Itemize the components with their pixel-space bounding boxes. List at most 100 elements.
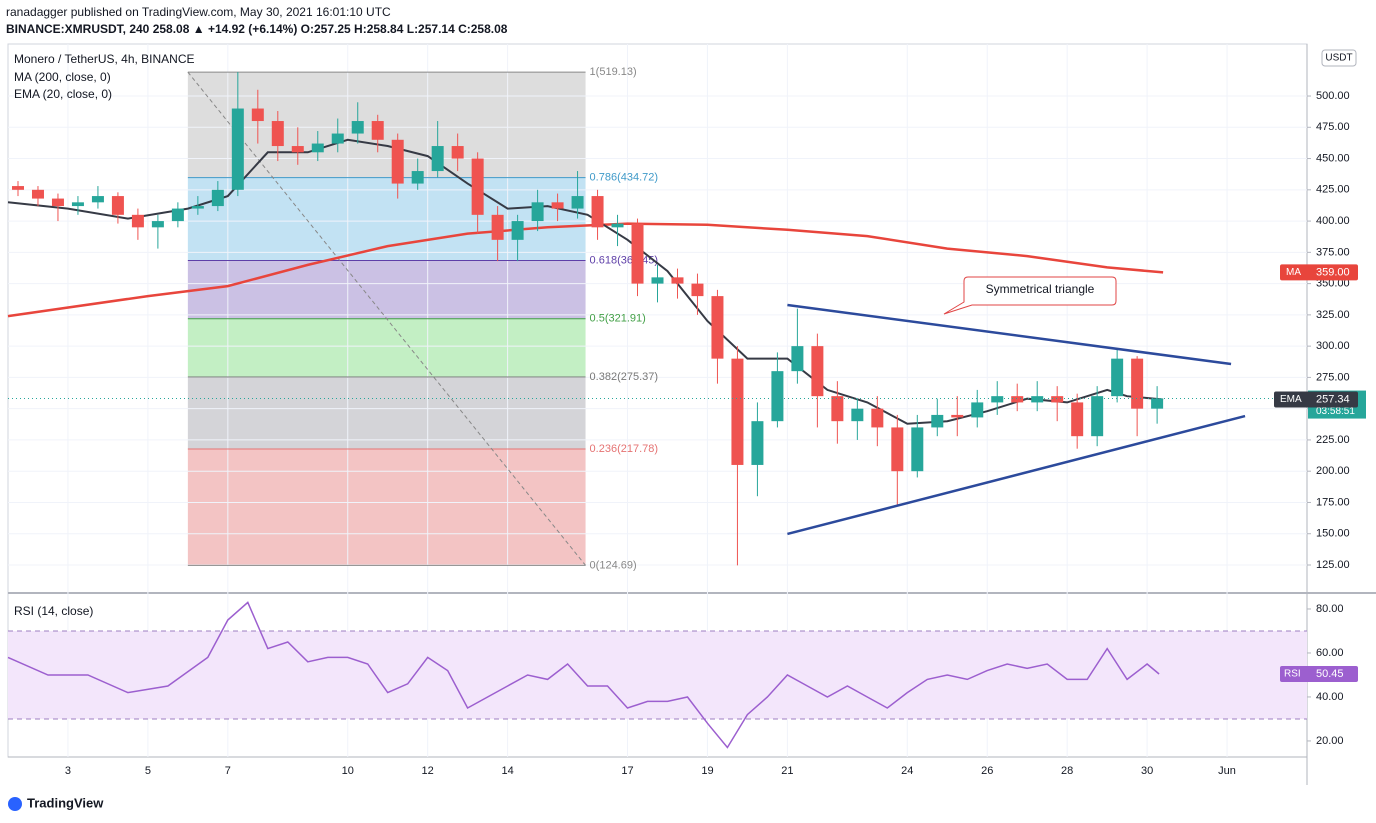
candle-body bbox=[431, 146, 444, 172]
candle-body bbox=[371, 121, 384, 140]
series-tag bbox=[1280, 264, 1358, 281]
candle-body bbox=[451, 146, 464, 159]
candle-body bbox=[1031, 396, 1044, 403]
x-tick-label: 7 bbox=[225, 765, 231, 777]
candle-body bbox=[951, 414, 964, 418]
candle-body bbox=[751, 421, 764, 465]
candle-body bbox=[111, 196, 124, 215]
candle-body bbox=[331, 133, 344, 144]
chart-title: Monero / TetherUS, 4h, BINANCE bbox=[14, 52, 195, 66]
fib-label: 0.786(434.72) bbox=[590, 172, 659, 184]
pane-title: RSI (14, close) bbox=[14, 604, 93, 618]
callout bbox=[943, 276, 1117, 315]
candle-body bbox=[831, 396, 844, 422]
x-tick-label: 24 bbox=[901, 765, 913, 777]
candle-body bbox=[391, 139, 404, 184]
x-tick-label: 19 bbox=[701, 765, 713, 777]
candle-body bbox=[911, 427, 924, 472]
candle-body bbox=[311, 143, 324, 153]
candle-body bbox=[511, 221, 524, 240]
candle-body bbox=[471, 158, 484, 215]
indicator-line bbox=[7, 138, 1164, 425]
candle-body bbox=[711, 296, 724, 359]
fib-label: 1(519.13) bbox=[590, 66, 637, 78]
candle-body bbox=[31, 189, 44, 199]
y-tick-label: 40.00 bbox=[1316, 691, 1344, 703]
series-tag-name: RSI bbox=[1284, 669, 1301, 680]
fib-label: 0.382(275.37) bbox=[590, 371, 659, 383]
candle-body bbox=[91, 196, 104, 203]
x-tick-label: Jun bbox=[1218, 765, 1236, 777]
candle-body bbox=[551, 202, 564, 209]
candle-body bbox=[131, 214, 144, 228]
candle-body bbox=[691, 283, 704, 297]
candle-body bbox=[531, 202, 544, 222]
y-tick-label: 60.00 bbox=[1316, 647, 1344, 659]
y-tick-label: 425.00 bbox=[1316, 184, 1350, 196]
y-tick-label: 80.00 bbox=[1316, 603, 1344, 615]
fib-label: 0.5(321.91) bbox=[590, 313, 646, 325]
series-tag-value: 359.00 bbox=[1316, 266, 1350, 278]
fib-zone bbox=[187, 72, 586, 178]
x-tick-label: 14 bbox=[501, 765, 513, 777]
x-tick-label: 26 bbox=[981, 765, 993, 777]
series-tag bbox=[1280, 665, 1358, 682]
candle-body bbox=[571, 196, 584, 209]
candle-body bbox=[151, 221, 164, 228]
legend-entry: EMA (20, close, 0) bbox=[14, 87, 112, 101]
candle-body bbox=[1011, 396, 1024, 403]
y-tick-label: 375.00 bbox=[1316, 246, 1350, 258]
candle-body bbox=[1071, 402, 1084, 437]
candle-body bbox=[411, 171, 424, 184]
series-tag-name: MA bbox=[1286, 267, 1301, 278]
candle-body bbox=[591, 196, 604, 228]
candle-body bbox=[1091, 396, 1104, 437]
x-tick-label: 3 bbox=[65, 765, 71, 777]
rsi-line bbox=[7, 601, 1160, 749]
fib-trend bbox=[187, 71, 586, 566]
y-tick-label: 150.00 bbox=[1316, 528, 1350, 540]
candle-body bbox=[351, 121, 364, 134]
candle-body bbox=[631, 223, 644, 284]
candle-body bbox=[791, 346, 804, 372]
candle-body bbox=[771, 371, 784, 422]
publish-info: ranadagger published on TradingView.com,… bbox=[6, 5, 391, 19]
y-tick-label: 275.00 bbox=[1316, 371, 1350, 383]
fib-zone bbox=[187, 318, 586, 377]
candle-body bbox=[851, 408, 864, 422]
y-tick-label: 200.00 bbox=[1316, 465, 1350, 477]
price-pane: 1(519.13)0.786(434.72)0.618(368.45)0.5(3… bbox=[7, 44, 1307, 757]
currency: USDT bbox=[1325, 53, 1352, 64]
x-tick-label: 5 bbox=[145, 765, 151, 777]
candle-body bbox=[971, 402, 984, 418]
trendline bbox=[787, 414, 1246, 536]
y-tick-label: 20.00 bbox=[1316, 735, 1344, 747]
fib-zone bbox=[187, 260, 586, 319]
candle-body bbox=[271, 121, 284, 147]
y-tick-label: 175.00 bbox=[1316, 496, 1350, 508]
currency-box bbox=[1321, 49, 1357, 67]
trendline bbox=[787, 303, 1232, 366]
y-tick-label: 450.00 bbox=[1316, 152, 1350, 164]
candle-body bbox=[991, 396, 1004, 403]
x-tick-label: 17 bbox=[621, 765, 633, 777]
fib-zone bbox=[187, 448, 586, 566]
fib-zone bbox=[187, 376, 586, 449]
brand: TradingView bbox=[27, 795, 104, 810]
candle-body bbox=[931, 414, 944, 428]
fib-label: 0(124.69) bbox=[590, 559, 637, 571]
series-tag-value: 257.34 bbox=[1316, 393, 1350, 405]
candle-body bbox=[671, 277, 684, 284]
y-tick-label: 400.00 bbox=[1316, 215, 1350, 227]
candle-body bbox=[611, 223, 624, 228]
y-tick-label: 125.00 bbox=[1316, 559, 1350, 571]
candle-body bbox=[251, 108, 264, 122]
candle-body bbox=[871, 408, 884, 428]
annotation: Symmetrical triangle bbox=[986, 282, 1095, 296]
quote-line: BINANCE:XMRUSDT, 240 258.08 ▲ +14.92 (+6… bbox=[6, 22, 508, 36]
y-tick-label: 325.00 bbox=[1316, 309, 1350, 321]
logo bbox=[8, 797, 22, 811]
y-tick-label: 500.00 bbox=[1316, 90, 1350, 102]
